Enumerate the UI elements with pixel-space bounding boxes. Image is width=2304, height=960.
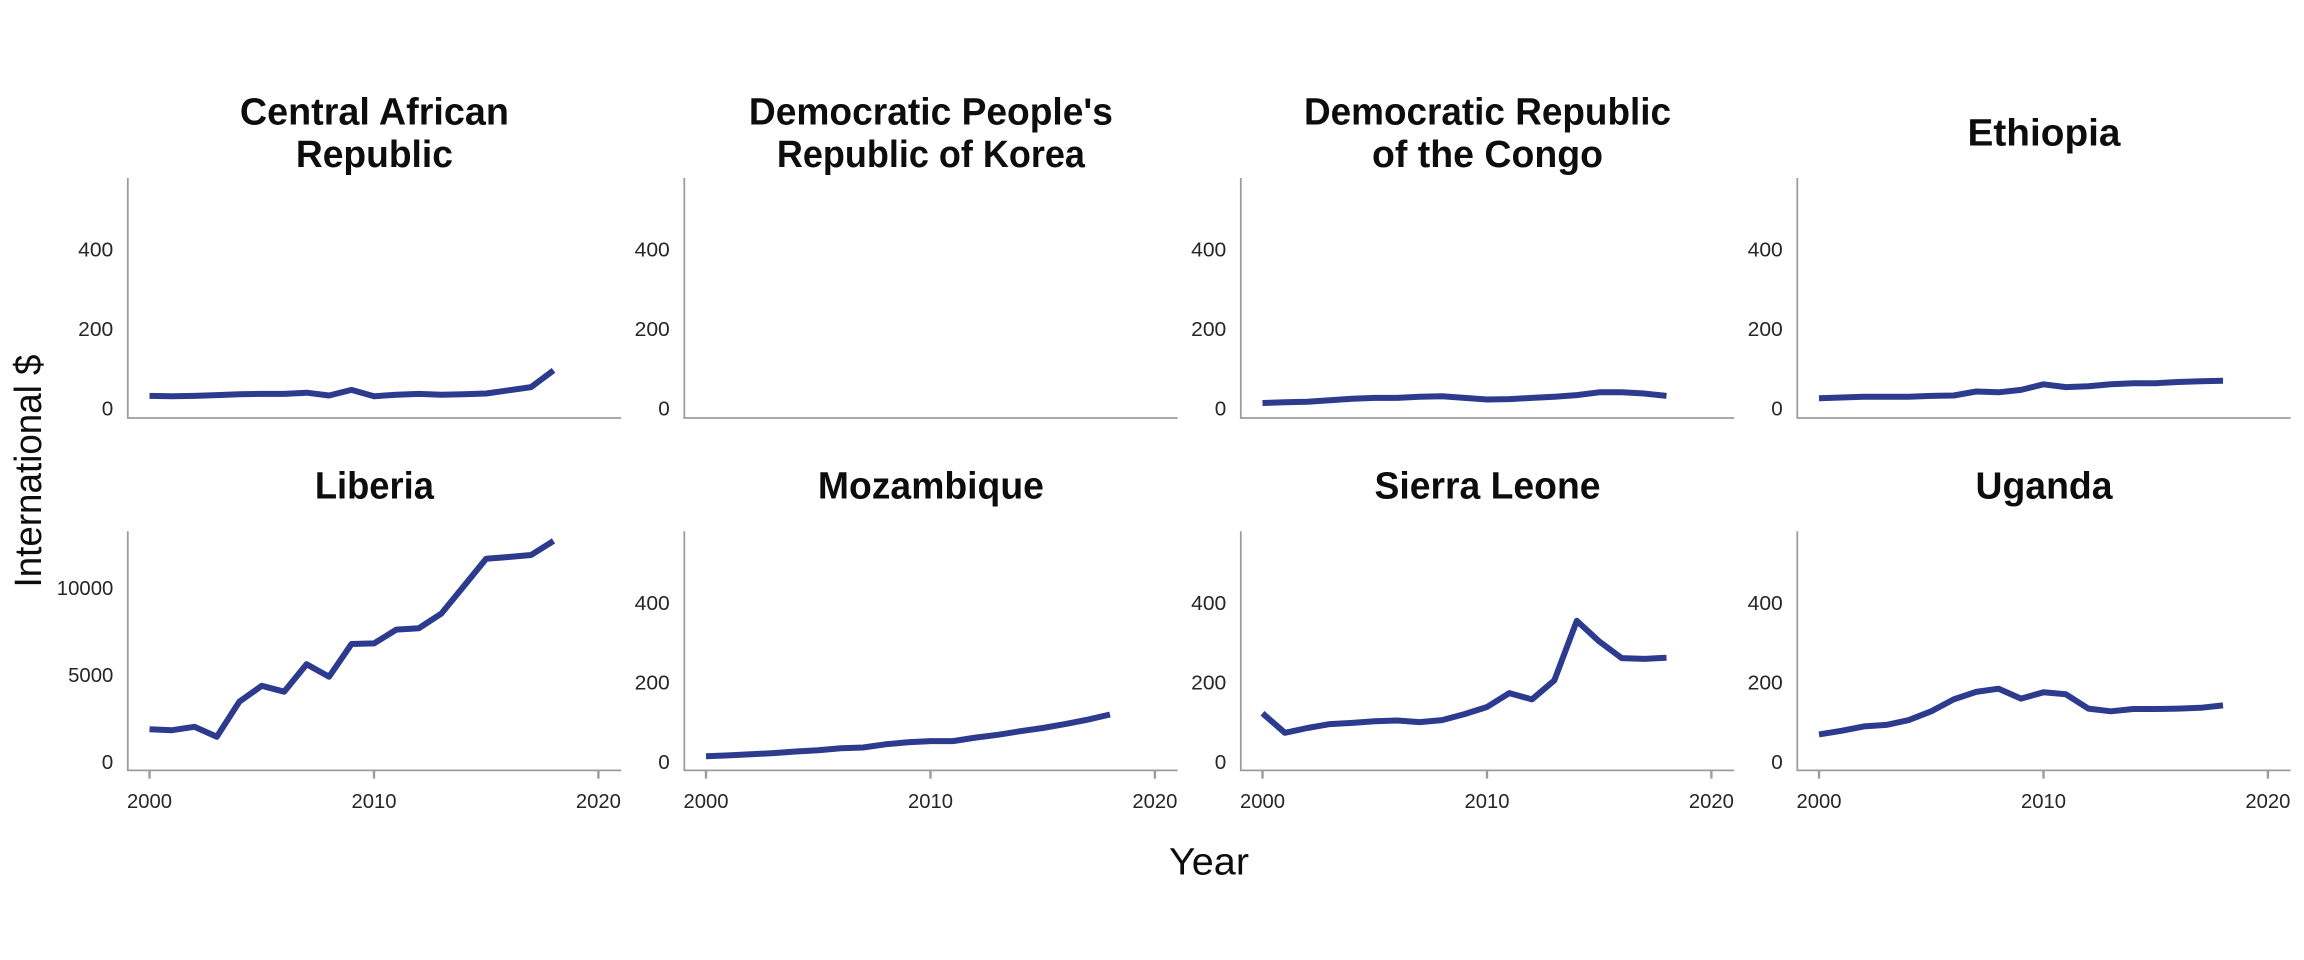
svg-text:200: 200: [1191, 672, 1226, 695]
svg-text:Republic: Republic: [296, 134, 453, 176]
svg-text:200: 200: [635, 672, 670, 695]
svg-text:400: 400: [1191, 239, 1226, 262]
svg-text:2000: 2000: [1797, 790, 1842, 813]
svg-text:0: 0: [1215, 398, 1227, 421]
svg-text:Republic of Korea: Republic of Korea: [777, 134, 1086, 176]
svg-text:Sierra Leone: Sierra Leone: [1375, 466, 1601, 508]
svg-text:400: 400: [1748, 239, 1783, 262]
svg-text:Democratic People's: Democratic People's: [749, 91, 1113, 133]
svg-text:200: 200: [78, 318, 113, 341]
svg-text:Democratic Republic: Democratic Republic: [1304, 91, 1671, 133]
svg-text:400: 400: [78, 239, 113, 262]
svg-text:2010: 2010: [352, 790, 397, 813]
svg-text:of the Congo: of the Congo: [1372, 134, 1603, 176]
svg-text:Central African: Central African: [240, 91, 509, 133]
svg-text:5000: 5000: [68, 664, 113, 687]
svg-text:0: 0: [1771, 751, 1783, 774]
svg-text:200: 200: [1748, 318, 1783, 341]
svg-text:2020: 2020: [1132, 790, 1177, 813]
svg-text:2010: 2010: [908, 790, 953, 813]
svg-text:10000: 10000: [57, 577, 114, 600]
svg-text:200: 200: [635, 318, 670, 341]
svg-text:2020: 2020: [2245, 790, 2290, 813]
svg-text:0: 0: [658, 751, 670, 774]
svg-text:Uganda: Uganda: [1976, 466, 2114, 508]
svg-text:200: 200: [1191, 318, 1226, 341]
svg-text:Ethiopia: Ethiopia: [1968, 113, 2122, 155]
svg-text:Liberia: Liberia: [315, 466, 435, 508]
svg-text:200: 200: [1748, 672, 1783, 695]
svg-text:400: 400: [1191, 592, 1226, 615]
svg-text:International $: International $: [8, 355, 50, 588]
svg-text:Mozambique: Mozambique: [818, 466, 1044, 508]
svg-text:2000: 2000: [684, 790, 729, 813]
svg-text:Year: Year: [1169, 842, 1249, 884]
svg-text:400: 400: [635, 239, 670, 262]
svg-text:0: 0: [102, 398, 114, 421]
svg-text:2010: 2010: [2021, 790, 2066, 813]
svg-text:2020: 2020: [576, 790, 621, 813]
svg-text:0: 0: [658, 398, 670, 421]
svg-text:2000: 2000: [127, 790, 172, 813]
svg-text:400: 400: [1748, 592, 1783, 615]
svg-text:2010: 2010: [1465, 790, 1510, 813]
svg-text:0: 0: [102, 751, 114, 774]
svg-text:2000: 2000: [1240, 790, 1285, 813]
svg-text:0: 0: [1771, 398, 1783, 421]
svg-text:2020: 2020: [1689, 790, 1734, 813]
svg-text:400: 400: [635, 592, 670, 615]
svg-text:0: 0: [1215, 751, 1227, 774]
